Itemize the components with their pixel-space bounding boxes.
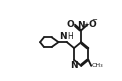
Text: CH₃: CH₃ <box>92 63 103 68</box>
Text: N: N <box>59 32 66 41</box>
Text: H: H <box>67 32 73 41</box>
Text: +: + <box>83 22 89 28</box>
Text: O: O <box>89 20 96 29</box>
Text: O: O <box>66 20 74 29</box>
Text: N: N <box>70 61 78 70</box>
Text: −: − <box>91 17 97 23</box>
Text: N: N <box>77 21 85 30</box>
